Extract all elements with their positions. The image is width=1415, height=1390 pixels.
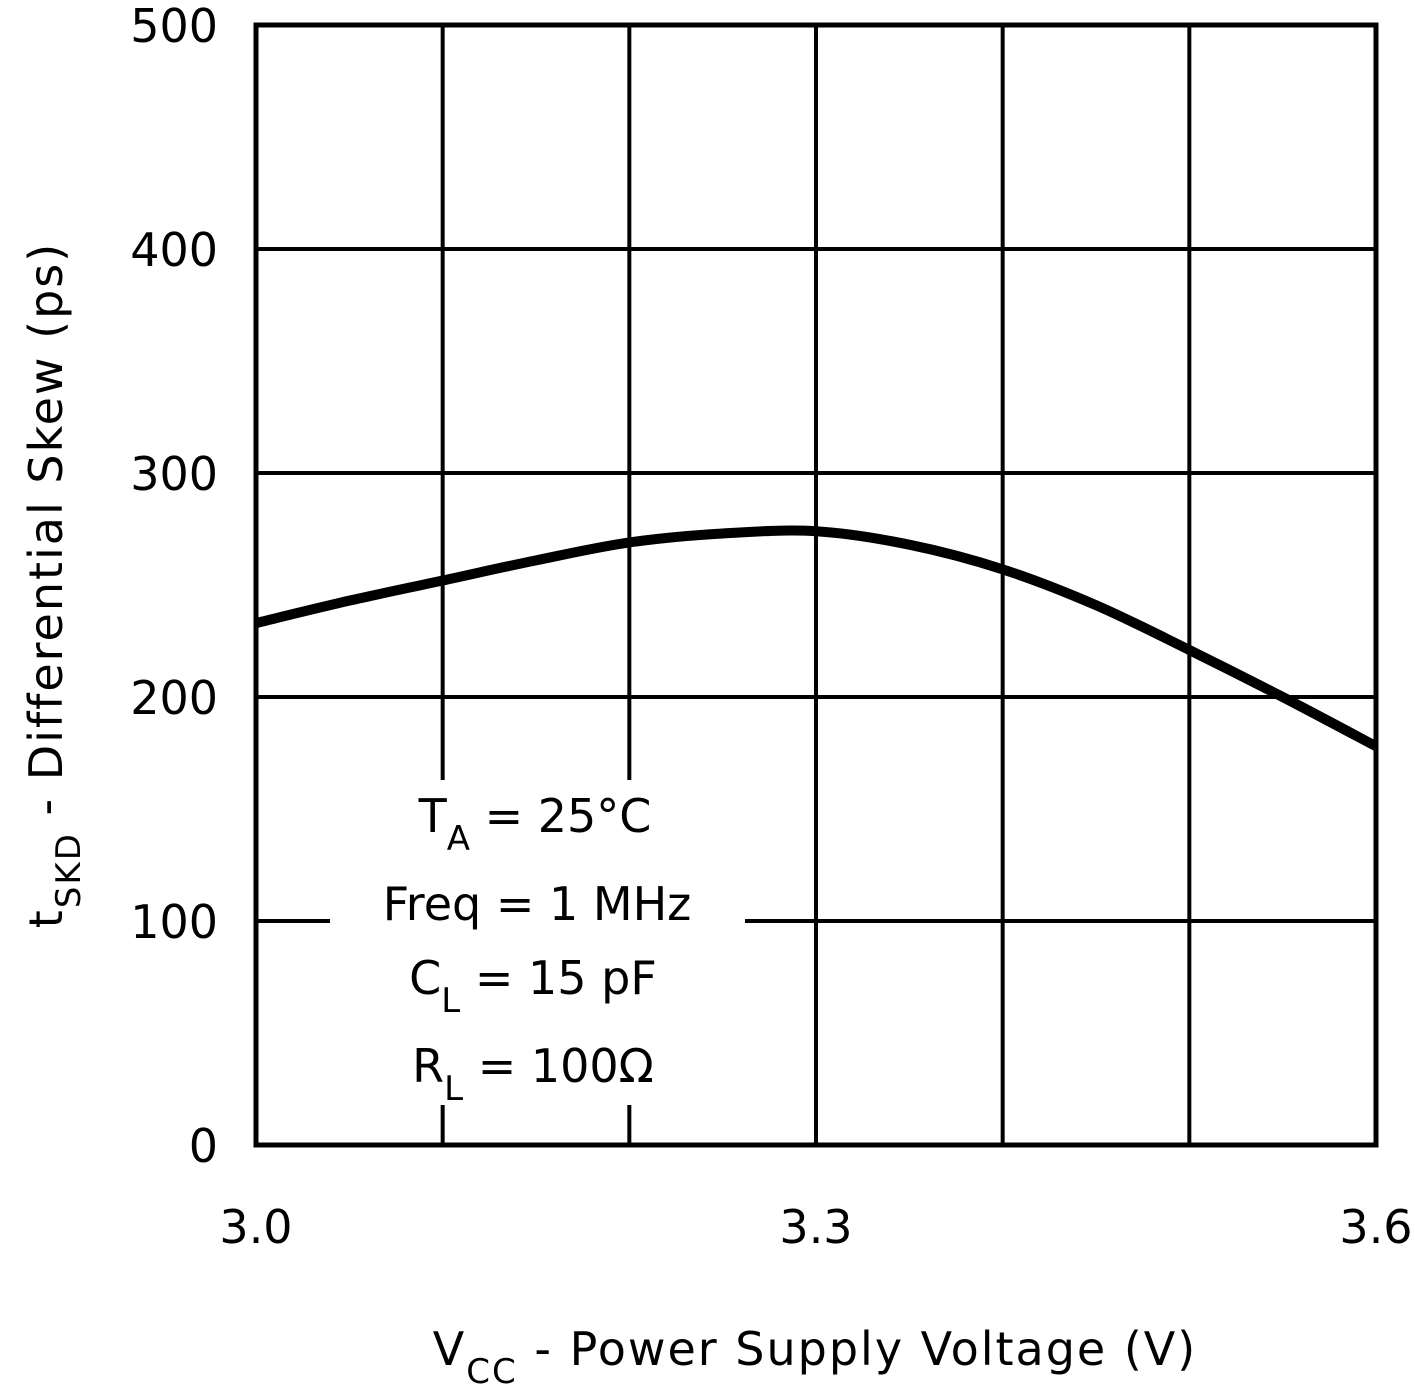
annotation-box: TA = 25°C Freq = 1 MHz CL = 15 pF RL = 1… xyxy=(330,780,745,1109)
x-tick-label: 3.3 xyxy=(779,1200,852,1254)
y-tick-label: 300 xyxy=(130,447,218,501)
y-tick-label: 200 xyxy=(130,671,218,725)
annotation-load-capacitance: CL = 15 pF xyxy=(409,951,657,1021)
y-axis-label: tSKD - Differential Skew (ps) xyxy=(19,242,89,928)
y-tick-label: 500 xyxy=(130,0,218,53)
y-tick-label: 400 xyxy=(130,223,218,277)
plot-frame xyxy=(253,22,1379,1148)
annotation-frequency: Freq = 1 MHz xyxy=(383,877,692,931)
x-axis-label: VCC - Power Supply Voltage (V) xyxy=(433,1322,1197,1390)
tick-labels: 0 100 200 300 400 500 3.0 3.3 3.6 xyxy=(130,0,1412,1254)
x-tick-label: 3.6 xyxy=(1339,1200,1412,1254)
annotation-load-resistance: RL = 100Ω xyxy=(412,1039,654,1109)
series-line xyxy=(254,525,1379,751)
y-tick-label: 100 xyxy=(130,895,218,949)
annotation-temperature: TA = 25°C xyxy=(418,789,652,859)
y-tick-label: 0 xyxy=(189,1119,218,1173)
series-group xyxy=(254,525,1379,751)
annotation-background xyxy=(330,780,745,1105)
x-tick-label: 3.0 xyxy=(219,1200,292,1254)
